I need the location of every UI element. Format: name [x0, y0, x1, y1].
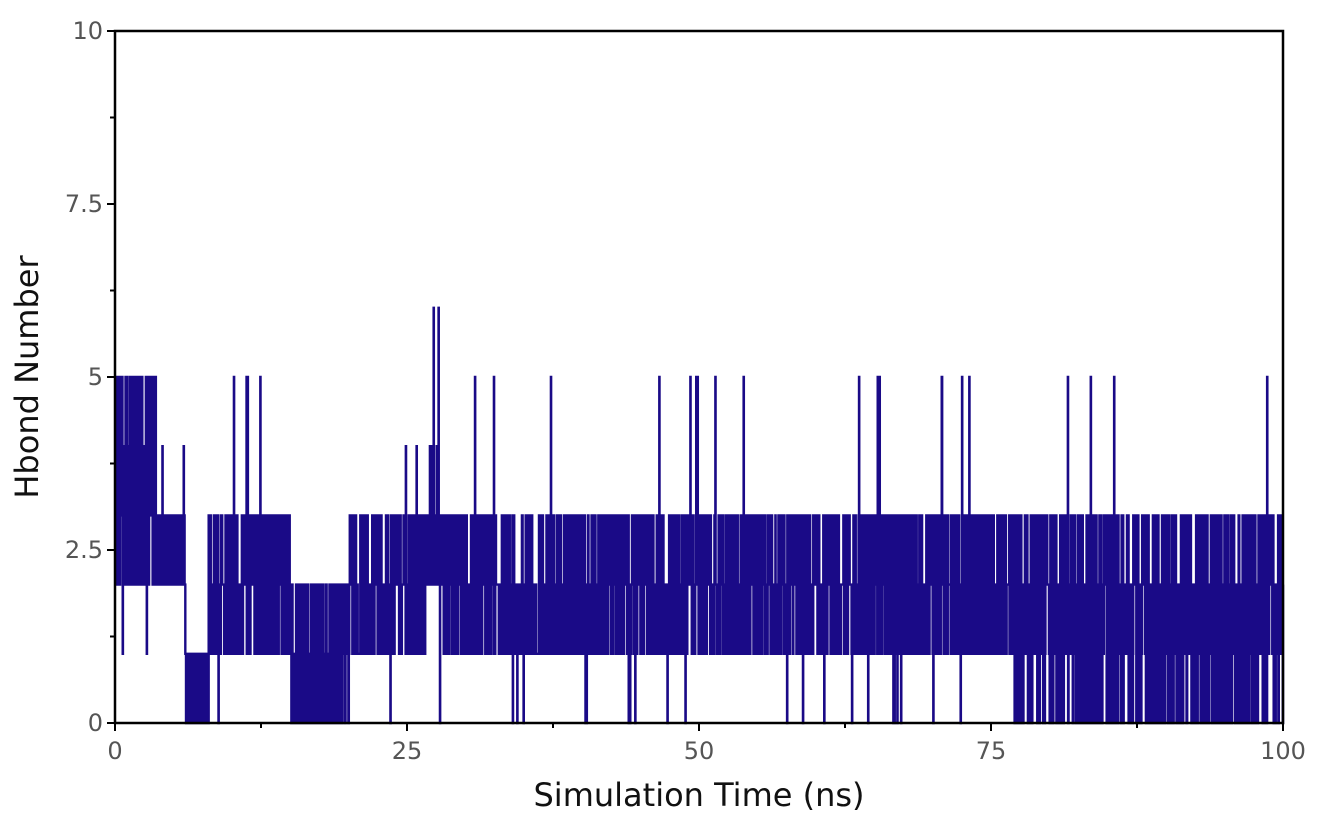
x-tick-label: 0	[107, 737, 122, 765]
y-tick-label: 2.5	[65, 536, 103, 564]
y-tick-label: 5	[88, 363, 103, 391]
x-tick-label: 75	[976, 737, 1007, 765]
y-tick-label: 10	[72, 17, 103, 45]
y-tick-label: 0	[88, 709, 103, 737]
x-axis: 0 25 50 75 100	[107, 723, 1306, 765]
y-axis: 0 2.5 5 7.5 10	[65, 17, 115, 737]
x-axis-title: Simulation Time (ns)	[533, 776, 864, 814]
y-axis-title: Hbond Number	[8, 255, 46, 499]
y-tick-label: 7.5	[65, 190, 103, 218]
x-tick-label: 100	[1260, 737, 1306, 765]
series-layer	[114, 306, 1285, 725]
x-tick-label: 25	[392, 737, 423, 765]
series-line-0	[114, 306, 1285, 725]
x-tick-label: 50	[684, 737, 715, 765]
